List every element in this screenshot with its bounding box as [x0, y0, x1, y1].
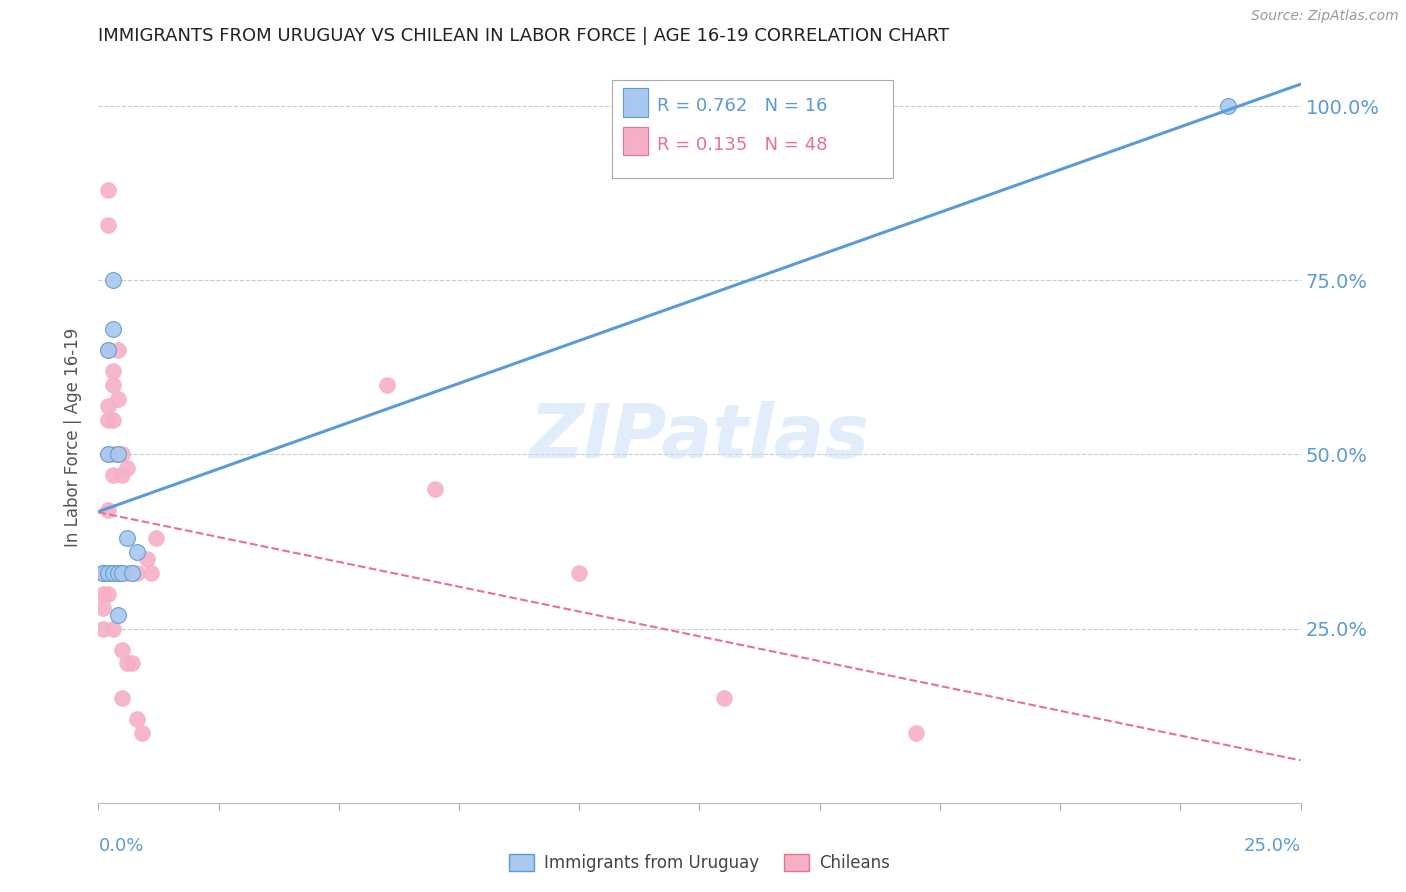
- Point: [91, 622, 114, 636]
- Point: [97, 218, 120, 232]
- Text: ZIPatlas: ZIPatlas: [530, 401, 869, 474]
- Point: [97, 448, 120, 462]
- Point: [101, 322, 124, 336]
- Point: [91, 566, 114, 580]
- Point: [713, 691, 735, 706]
- Point: [97, 587, 120, 601]
- Point: [101, 273, 124, 287]
- Point: [91, 600, 114, 615]
- Point: [423, 483, 446, 497]
- Text: R = 0.135   N = 48: R = 0.135 N = 48: [657, 136, 827, 153]
- Point: [91, 587, 114, 601]
- Point: [97, 183, 120, 197]
- Text: 0.0%: 0.0%: [98, 837, 143, 855]
- Point: [101, 448, 124, 462]
- Point: [97, 448, 120, 462]
- Point: [111, 566, 134, 580]
- Point: [107, 566, 129, 580]
- Point: [121, 566, 143, 580]
- Point: [117, 566, 139, 580]
- Point: [107, 392, 129, 406]
- Point: [107, 448, 129, 462]
- Point: [121, 566, 143, 580]
- Point: [91, 566, 114, 580]
- Point: [125, 566, 148, 580]
- Point: [1218, 99, 1240, 113]
- Point: [141, 566, 163, 580]
- Text: R = 0.762   N = 16: R = 0.762 N = 16: [657, 97, 827, 115]
- Point: [91, 566, 114, 580]
- Point: [97, 566, 120, 580]
- Point: [101, 412, 124, 426]
- Point: [568, 566, 591, 580]
- Point: [117, 461, 139, 475]
- Point: [904, 726, 927, 740]
- Point: [97, 399, 120, 413]
- Point: [91, 566, 114, 580]
- Point: [111, 468, 134, 483]
- Point: [111, 566, 134, 580]
- Point: [101, 468, 124, 483]
- Y-axis label: In Labor Force | Age 16-19: In Labor Force | Age 16-19: [65, 327, 83, 547]
- Text: Source: ZipAtlas.com: Source: ZipAtlas.com: [1251, 9, 1399, 23]
- Point: [375, 377, 398, 392]
- Point: [97, 566, 120, 580]
- Point: [107, 607, 129, 622]
- Point: [111, 642, 134, 657]
- Point: [125, 545, 148, 559]
- Point: [91, 566, 114, 580]
- Point: [101, 566, 124, 580]
- Point: [125, 712, 148, 726]
- Point: [97, 412, 120, 426]
- Text: IMMIGRANTS FROM URUGUAY VS CHILEAN IN LABOR FORCE | AGE 16-19 CORRELATION CHART: IMMIGRANTS FROM URUGUAY VS CHILEAN IN LA…: [98, 27, 949, 45]
- Point: [101, 377, 124, 392]
- Point: [91, 566, 114, 580]
- Point: [107, 566, 129, 580]
- Point: [97, 503, 120, 517]
- Point: [107, 448, 129, 462]
- Point: [101, 622, 124, 636]
- Point: [117, 531, 139, 545]
- Point: [111, 691, 134, 706]
- Point: [101, 566, 124, 580]
- Point: [145, 531, 167, 545]
- Text: 25.0%: 25.0%: [1243, 837, 1301, 855]
- Point: [117, 657, 139, 671]
- Point: [121, 657, 143, 671]
- Legend: Immigrants from Uruguay, Chileans: Immigrants from Uruguay, Chileans: [502, 847, 897, 879]
- Point: [97, 343, 120, 357]
- Point: [135, 552, 157, 566]
- Point: [97, 343, 120, 357]
- Point: [107, 343, 129, 357]
- Point: [101, 364, 124, 378]
- Point: [111, 448, 134, 462]
- Point: [131, 726, 153, 740]
